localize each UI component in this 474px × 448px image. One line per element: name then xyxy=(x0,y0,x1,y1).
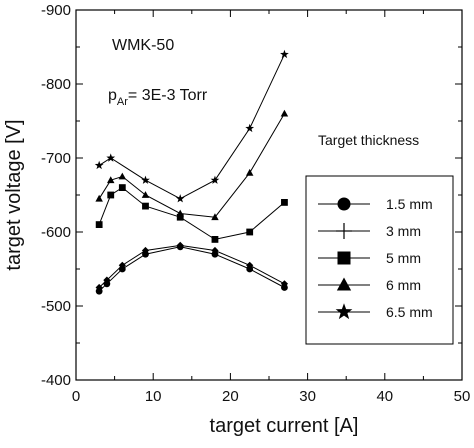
data-point-1-5-mm xyxy=(281,284,288,291)
y-tick-label: -600 xyxy=(41,224,71,241)
data-point-6-mm xyxy=(280,109,289,117)
legend-marker-6-5-mm xyxy=(335,303,353,320)
y-tick-label: -400 xyxy=(41,372,71,389)
data-point-3-mm xyxy=(280,280,289,288)
series-layer xyxy=(94,49,289,295)
y-tick-label: -900 xyxy=(41,2,71,19)
legend-title: Target thickness xyxy=(318,132,419,148)
x-tick-label: 10 xyxy=(145,388,162,405)
y-tick-label: -500 xyxy=(41,298,71,315)
data-point-5-mm xyxy=(176,213,184,221)
data-point-5-mm xyxy=(281,199,288,206)
x-tick-label: 50 xyxy=(454,388,471,405)
data-point-6-5-mm xyxy=(175,194,185,203)
data-point-6-5-mm xyxy=(106,153,116,162)
pressure-value: = 3E-3 Torr xyxy=(128,87,208,104)
series-line-6-mm xyxy=(98,113,285,218)
data-point-1-5-mm xyxy=(95,287,103,295)
series-line-1-5-mm xyxy=(98,246,285,292)
data-point-6-mm xyxy=(118,172,127,180)
data-point-6-mm xyxy=(95,194,103,202)
data-point-5-mm xyxy=(142,202,149,210)
data-point-1-5-mm xyxy=(211,250,219,258)
data-point-3-mm xyxy=(103,276,111,284)
data-point-3-mm xyxy=(211,246,219,255)
x-tick-label: 0 xyxy=(72,388,80,405)
pressure-subscript: Ar xyxy=(117,96,128,108)
data-point-5-mm xyxy=(211,236,219,243)
legend-marker-1-5-mm xyxy=(337,197,351,211)
x-tick-label: 40 xyxy=(376,388,393,405)
series-line-5-mm xyxy=(98,186,285,240)
legend-layer: 1.5 mm 3 mm 5 mm 6 mm 6.5 mm xyxy=(318,196,433,320)
y-tick-label: -800 xyxy=(41,76,71,93)
x-tick-label: 30 xyxy=(299,388,316,405)
data-point-6-mm xyxy=(141,191,150,198)
legend-marker-3-mm xyxy=(336,223,352,239)
data-point-1-5-mm xyxy=(142,250,149,258)
annotation-label: WMK-50 xyxy=(112,37,174,54)
pressure-prefix: p xyxy=(108,87,117,104)
y-axis-title: target voltage [V] xyxy=(3,119,25,270)
legend-label-1-5-mm: 1.5 mm xyxy=(386,196,433,212)
x-tick-label: 20 xyxy=(222,388,239,405)
data-point-3-mm xyxy=(141,246,150,255)
legend-marker-6-mm xyxy=(336,277,352,291)
series-line-6-5-mm xyxy=(98,54,285,200)
data-point-3-mm xyxy=(118,261,126,269)
data-point-6-5-mm xyxy=(141,175,150,184)
data-point-5-mm xyxy=(246,228,254,236)
axes-layer: 0 10 20 30 40 50 -400 -500 -600 -700 -800 -900 xyxy=(41,2,470,405)
legend-marker-5-mm xyxy=(337,251,351,265)
legend-label-6-mm: 6 mm xyxy=(386,277,421,293)
data-point-3-mm xyxy=(246,261,254,269)
data-point-6-5-mm xyxy=(245,123,255,133)
data-point-6-mm xyxy=(211,213,219,221)
data-point-1-5-mm xyxy=(246,265,254,273)
legend-label-6-5-mm: 6.5 mm xyxy=(386,304,433,320)
data-point-6-5-mm xyxy=(210,175,220,184)
data-point-5-mm xyxy=(95,221,103,228)
data-point-6-mm xyxy=(176,209,184,217)
series-line-3-mm xyxy=(98,244,285,288)
data-point-5-mm xyxy=(118,184,126,191)
data-point-6-5-mm xyxy=(94,160,104,170)
y-tick-label: -700 xyxy=(41,150,71,167)
annotation-pressure: pAr= 3E-3 Torr xyxy=(108,87,208,108)
data-point-5-mm xyxy=(107,191,115,199)
data-point-3-mm xyxy=(95,283,103,292)
data-point-6-5-mm xyxy=(280,49,289,59)
x-axis-title: target current [A] xyxy=(210,415,359,437)
data-point-3-mm xyxy=(176,241,184,249)
data-point-6-mm xyxy=(245,168,254,176)
legend-label-5-mm: 5 mm xyxy=(386,250,421,266)
legend-label-3-mm: 3 mm xyxy=(386,223,421,239)
data-point-6-mm xyxy=(107,176,115,184)
